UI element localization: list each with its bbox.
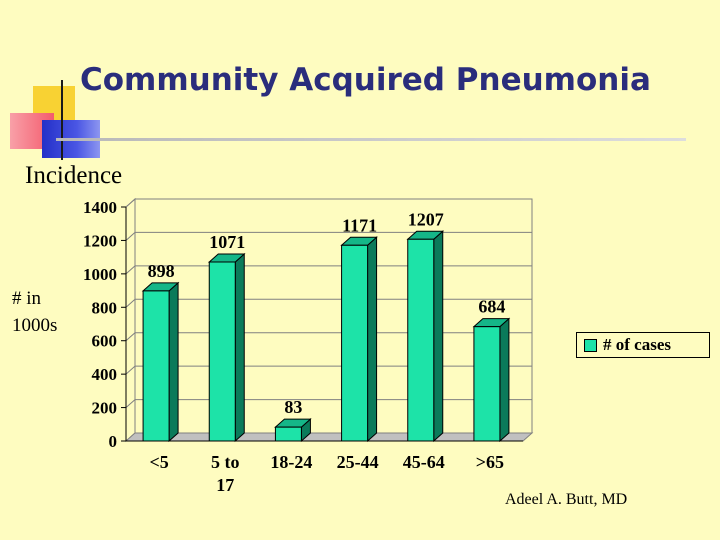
bar <box>208 261 236 442</box>
x-tick-label: >65 <box>476 452 504 472</box>
x-tick-label: <5 <box>149 452 168 472</box>
plot-floor <box>124 432 534 442</box>
y-axis-label-line: # in <box>12 288 42 309</box>
y-tick-label: 1200 <box>83 231 117 250</box>
y-tick-label: 200 <box>92 399 118 418</box>
data-label: 1171 <box>342 215 377 235</box>
decor-vertical-line <box>61 80 63 160</box>
y-tick-label: 400 <box>92 365 118 384</box>
gridline <box>125 365 532 375</box>
slide-title: Community Acquired Pneumonia <box>80 62 651 98</box>
bar <box>274 426 302 442</box>
plot-side-wall <box>125 197 136 443</box>
x-tick-label: 5 to <box>211 452 240 472</box>
bar-side <box>433 230 444 443</box>
slide-subtitle: Incidence <box>25 162 123 189</box>
legend-label: # of cases <box>603 335 671 354</box>
bar-side <box>234 252 245 443</box>
bar <box>341 244 369 442</box>
x-tick-label: 18-24 <box>270 452 312 472</box>
data-label: 898 <box>148 261 175 281</box>
y-axis-label-line: 1000s <box>12 315 58 336</box>
y-tick-label: 1400 <box>83 198 117 217</box>
data-label: 684 <box>478 297 505 317</box>
bar-side <box>499 317 510 443</box>
title-underline <box>56 138 686 141</box>
y-tick-label: 1000 <box>83 265 117 284</box>
bar <box>473 326 501 442</box>
chart-legend: # of cases <box>576 332 710 358</box>
bar <box>407 238 435 442</box>
y-axis-label: # in 1000s <box>12 285 57 339</box>
bar-side <box>367 236 378 443</box>
gridline <box>125 198 532 208</box>
x-tick-label: 25-44 <box>337 452 379 472</box>
bar <box>142 290 170 442</box>
gridline <box>125 332 532 342</box>
gridline <box>125 265 532 275</box>
data-label: 1071 <box>209 232 245 252</box>
gridline <box>125 231 532 241</box>
x-tick-label: 17 <box>216 475 234 495</box>
x-tick-label: 45-64 <box>403 452 445 472</box>
legend-swatch <box>584 338 597 352</box>
gridline <box>125 399 532 408</box>
gridline <box>125 298 532 308</box>
bar-side <box>168 281 179 443</box>
data-label: 1207 <box>408 209 444 229</box>
y-tick-label: 0 <box>109 432 118 451</box>
author-credit: Adeel A. Butt, MD <box>505 491 628 508</box>
y-tick-label: 600 <box>92 332 118 351</box>
y-tick-label: 800 <box>92 298 118 317</box>
plot-back-wall <box>134 198 533 434</box>
data-label: 83 <box>284 397 302 417</box>
